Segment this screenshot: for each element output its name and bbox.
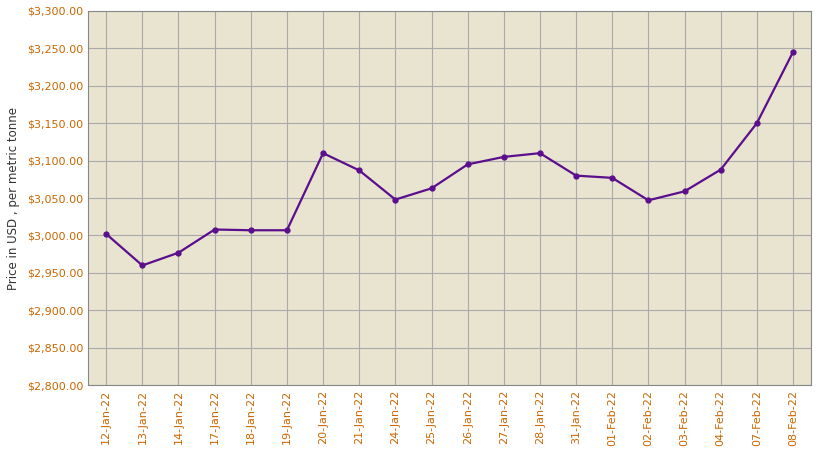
Y-axis label: Price in USD , per metric tonne: Price in USD , per metric tonne — [7, 106, 20, 289]
